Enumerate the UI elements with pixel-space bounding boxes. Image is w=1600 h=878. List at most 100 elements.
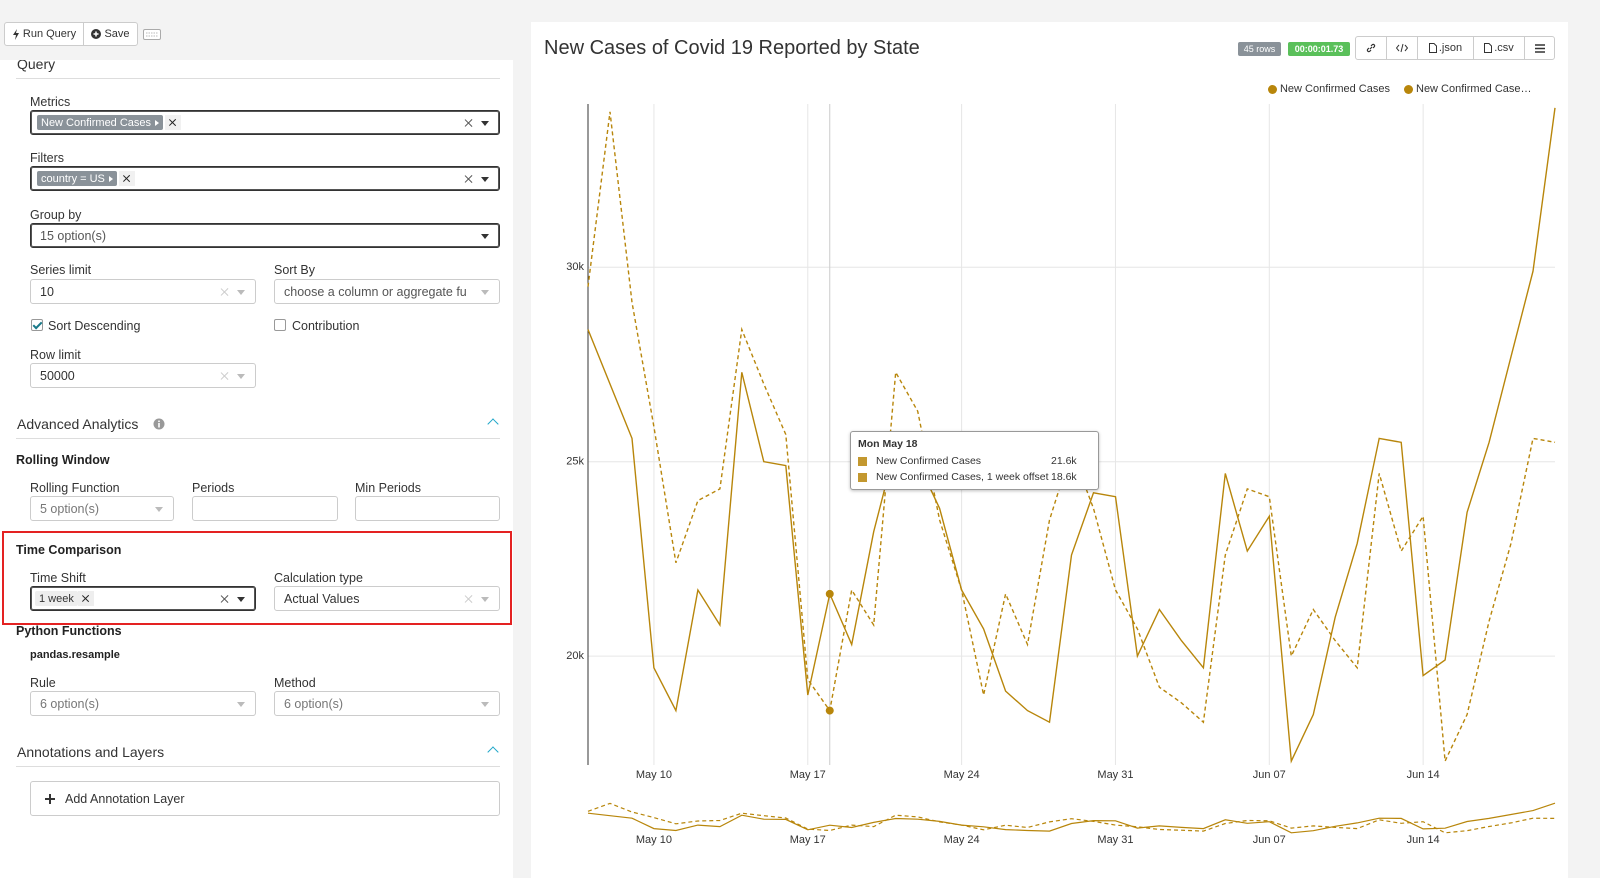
field-label: Calculation type [274,571,363,585]
subsection-title: Rolling Window [16,453,110,467]
caret[interactable] [237,290,245,295]
sort-by-select[interactable]: choose a column or aggregate fu [274,279,500,304]
tooltip: Mon May 18 New Confirmed Cases 21.6k New C… [850,431,1099,490]
method-select[interactable]: 6 option(s) [274,691,500,716]
hover-point [825,706,834,715]
x-tick-label: May 24 [944,834,980,846]
section-divider [16,766,500,767]
series-limit-select[interactable]: 10 [30,279,256,304]
legend-label: New Confirmed Cases, 1 week offset [1416,83,1534,95]
field-label: Filters [30,151,65,165]
tooltip-row: New Confirmed Cases 21.6k [858,453,1091,469]
x-tick-label: May 10 [636,834,672,846]
add-annotation-button[interactable]: Add Annotation Layer [30,781,500,816]
caret[interactable] [481,234,489,239]
x-tick-label: May 31 [1097,769,1133,781]
caret[interactable] [481,121,489,126]
save-label: Save [104,28,130,40]
control-panel [0,60,513,878]
bolt-icon [12,28,19,40]
caret[interactable] [237,702,245,707]
time-shift-tag-text: 1 week [39,592,74,605]
tag-remove[interactable] [77,591,94,606]
checkbox[interactable] [31,319,43,331]
brush-line [587,802,1556,834]
json-label: .json [1438,42,1463,54]
tooltip-row: New Confirmed Cases, 1 week offset 18.6k [858,469,1091,485]
legend-marker [1267,84,1277,94]
caret[interactable] [481,290,489,295]
brush-line [587,802,1556,834]
metric-tag[interactable]: New Confirmed Cases [37,115,164,130]
filters-select[interactable]: country = US [30,166,500,191]
csv-label: .csv [1494,42,1514,54]
menu-button[interactable] [1524,36,1555,60]
rolling-function-select[interactable]: 5 option(s) [30,496,174,521]
caret[interactable] [481,702,489,707]
chart-title: New Cases of Covid 19 Reported by State [544,37,920,59]
y-tick-label: 30k [566,261,584,273]
plus-icon [91,29,102,39]
caret[interactable] [481,177,489,182]
field-label: Periods [192,481,235,495]
x-tick-label: Jun 14 [1407,834,1440,846]
info-icon[interactable] [153,418,165,430]
filter-tag[interactable]: country = US [37,171,117,186]
legend: New Confirmed Cases New Confirmed Cases, … [1267,83,1534,95]
x-tick-label: May 24 [944,769,980,781]
section-divider [16,438,500,439]
y-tick-label: 20k [566,650,584,662]
panel-top-mask [0,46,513,60]
tooltip-value: 21.6k [1051,455,1077,467]
time-shift-select[interactable]: 1 week [30,586,256,611]
legend-item: New Confirmed Cases [1267,83,1390,95]
file-icon [1484,43,1493,53]
metrics-select[interactable]: New Confirmed Cases [30,110,500,135]
periods-input[interactable] [192,496,338,521]
field-label: Metrics [30,95,71,109]
field-label: Method [274,676,316,690]
save-button[interactable]: Save [83,22,138,46]
min-periods-input[interactable] [355,496,500,521]
filter-tag-text: country = US [41,172,105,185]
group-by-select[interactable]: 15 option(s) [30,223,500,248]
caret[interactable] [155,507,163,512]
duration-badge: 00:00:01.73 [1288,42,1350,56]
placeholder: 6 option(s) [40,696,100,711]
checkbox-label: Contribution [292,319,360,333]
checkbox[interactable] [274,319,286,331]
section-title: Query [17,56,56,72]
tooltip-title: Mon May 18 [858,438,918,450]
legend-marker [1404,84,1413,94]
calculation-type-select[interactable]: Actual Values [274,586,500,611]
tag-remove[interactable] [165,115,182,130]
time-shift-tag[interactable]: 1 week [35,591,78,606]
field-label: Rolling Function [30,481,120,495]
menu-icon [1534,43,1545,53]
x-tick-label: Jun 07 [1253,834,1286,846]
x-tick-label: May 10 [636,769,672,781]
hover-point [825,589,834,598]
plus-icon [45,793,55,804]
caret[interactable] [237,597,245,602]
placeholder: 6 option(s) [284,696,344,711]
rule-select[interactable]: 6 option(s) [30,691,256,716]
field-label: Series limit [30,263,92,277]
placeholder: choose a column or aggregate fu [284,284,467,299]
link-button[interactable] [1355,36,1387,60]
code-icon [1396,43,1408,53]
field-label: Rule [30,676,56,690]
field-label: Group by [30,208,82,222]
x-tick-label: Jun 07 [1253,769,1286,781]
subsection-title: Python Functions [16,624,122,638]
legend-label: New Confirmed Cases [1279,83,1390,95]
caret[interactable] [481,597,489,602]
row-limit-select[interactable]: 50000 [30,363,256,388]
tooltip-swatch [858,472,867,482]
caret[interactable] [237,374,245,379]
run-query-button[interactable]: Run Query [4,22,84,46]
tag-remove[interactable] [118,171,135,186]
keyboard-icon[interactable] [143,29,161,40]
